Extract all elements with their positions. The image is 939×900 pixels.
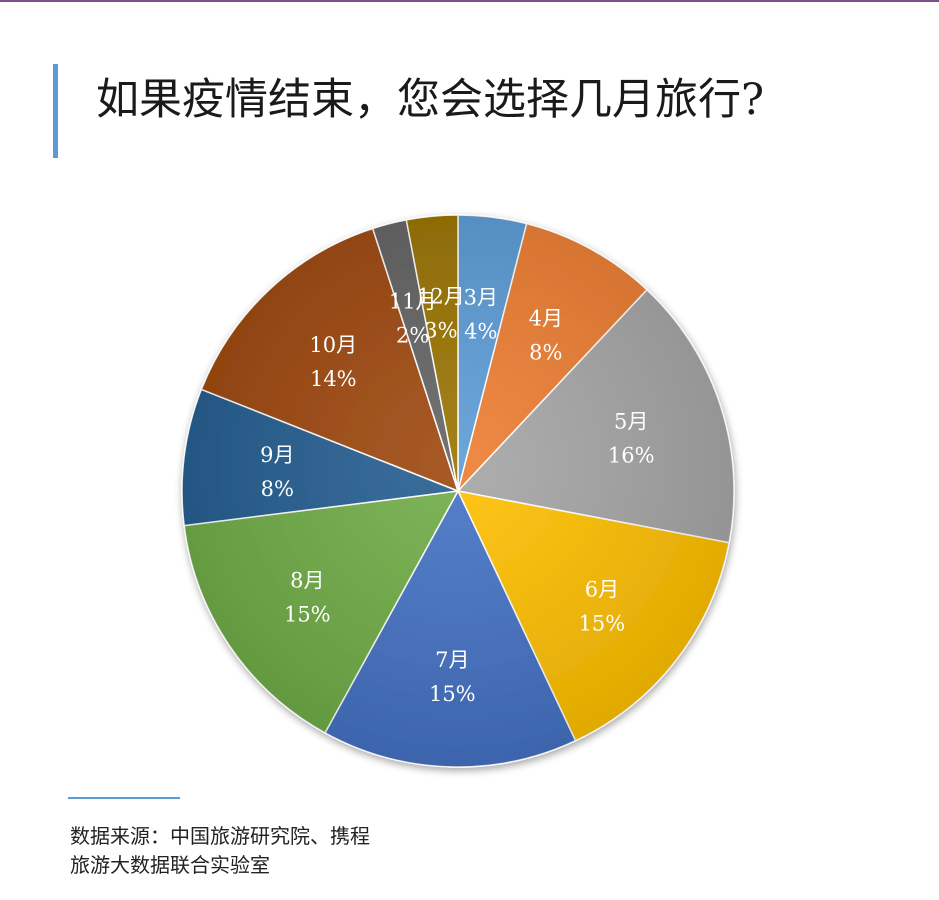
top-divider bbox=[0, 0, 939, 2]
source-divider bbox=[68, 797, 180, 799]
slice-value-label: 15% bbox=[429, 682, 476, 706]
slice-value-label: 2% bbox=[396, 324, 429, 348]
slice-value-label: 15% bbox=[284, 602, 331, 626]
data-source-line-1: 数据来源：中国旅游研究院、携程 bbox=[70, 824, 370, 848]
slice-value-label: 15% bbox=[579, 612, 626, 636]
slice-category-label: 11月 bbox=[389, 290, 437, 314]
slice-value-label: 4% bbox=[464, 319, 497, 343]
slice-value-label: 14% bbox=[310, 367, 357, 391]
slice-category-label: 6月 bbox=[585, 578, 619, 602]
slice-category-label: 4月 bbox=[529, 306, 563, 330]
slice-value-label: 8% bbox=[529, 340, 562, 364]
pie-labels: 3月 4% 4月 8% 5月 16% 6月 15% 7月 15% 8月 15% 9月 8% 10月 14% 11… bbox=[260, 285, 654, 706]
slice-category-label: 3月 bbox=[464, 285, 498, 309]
data-source: 数据来源：中国旅游研究院、携程 旅游大数据联合实验室 bbox=[70, 822, 370, 880]
slice-category-label: 8月 bbox=[290, 568, 324, 592]
data-source-line-2: 旅游大数据联合实验室 bbox=[70, 853, 270, 877]
slice-value-label: 8% bbox=[261, 477, 294, 501]
slice-category-label: 10月 bbox=[309, 333, 357, 357]
page-title: 如果疫情结束，您会选择几月旅行? bbox=[96, 75, 765, 125]
slice-value-label: 3% bbox=[424, 319, 457, 343]
slice-category-label: 9月 bbox=[260, 443, 294, 467]
slice-category-label: 12月 bbox=[417, 285, 465, 309]
slice-category-label: 5月 bbox=[614, 410, 648, 434]
slice-value-label: 16% bbox=[608, 444, 655, 468]
title-accent-bar bbox=[53, 64, 58, 158]
slice-category-label: 7月 bbox=[435, 648, 469, 672]
